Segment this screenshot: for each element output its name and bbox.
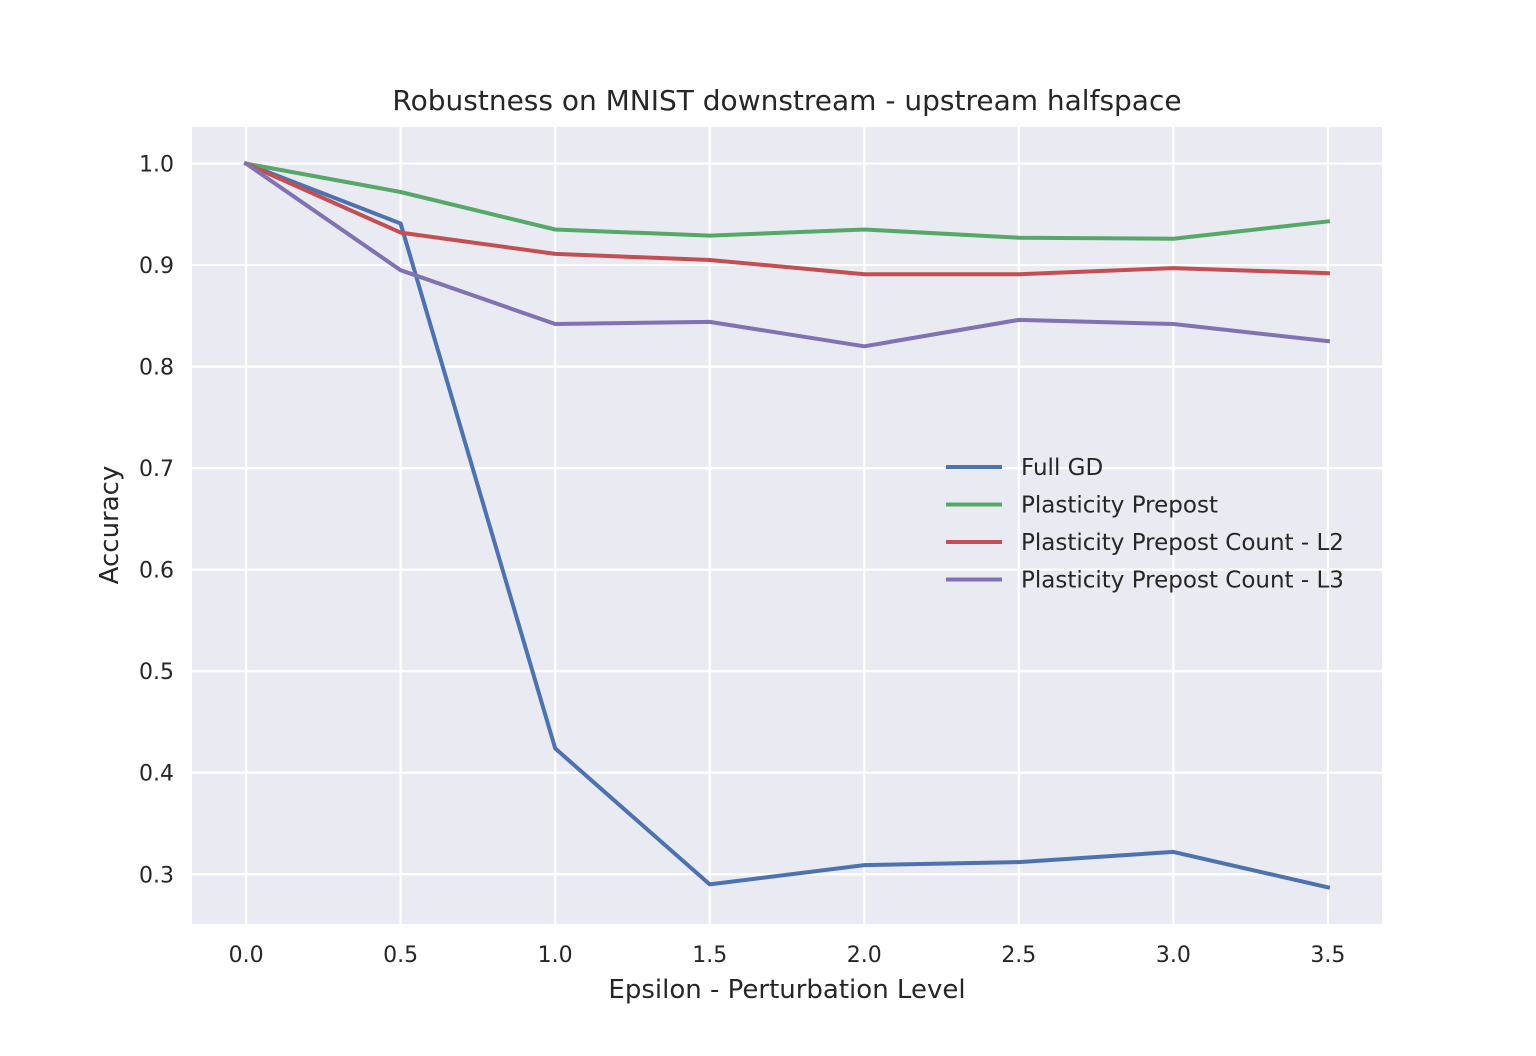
- x-axis-label: Epsilon - Perturbation Level: [608, 975, 965, 1005]
- x-tick-label: 3.0: [1156, 943, 1191, 968]
- chart-title: Robustness on MNIST downstream - upstrea…: [392, 84, 1181, 117]
- y-tick-label: 0.9: [139, 254, 174, 279]
- legend-label-full-gd: Full GD: [1021, 455, 1103, 481]
- series-layer: [243, 160, 1331, 890]
- y-tick-label: 0.6: [139, 559, 174, 584]
- x-tick-label: 3.5: [1310, 943, 1345, 968]
- x-tick-label: 1.5: [692, 943, 727, 968]
- legend: Full GD Plasticity Prepost Plasticity Prep…: [946, 455, 1344, 594]
- series-line-plasticity-prepost-count-l2: [243, 160, 1330, 277]
- x-tick-label: 0.0: [229, 943, 264, 968]
- y-tick-label: 0.5: [139, 660, 174, 685]
- x-tick-label: 2.0: [847, 943, 882, 968]
- x-tick-labels: 0.0 0.5 1.0 1.5 2.0 2.5 3.0 3.5: [229, 943, 1346, 968]
- legend-label-plasticity-prepost-count-l3: Plasticity Prepost Count - L3: [1021, 568, 1344, 594]
- legend-label-plasticity-prepost-count-l2: Plasticity Prepost Count - L2: [1021, 530, 1344, 556]
- x-tick-label: 0.5: [383, 943, 418, 968]
- x-tick-label: 2.5: [1001, 943, 1036, 968]
- y-tick-label: 0.8: [139, 356, 174, 381]
- x-tick-label: 1.0: [538, 943, 573, 968]
- y-tick-label: 0.7: [139, 457, 174, 482]
- series-line-full-gd: [243, 161, 1331, 890]
- y-tick-labels: 0.3 0.4 0.5 0.6 0.7 0.8 0.9 1.0: [139, 153, 174, 889]
- series-line-plasticity-prepost-count-l3: [243, 160, 1331, 349]
- y-tick-label: 0.4: [139, 762, 174, 787]
- y-tick-label: 0.3: [139, 863, 174, 888]
- plot-area: [192, 127, 1382, 924]
- y-axis-label: Accuracy: [95, 466, 125, 585]
- legend-label-plasticity-prepost: Plasticity Prepost: [1021, 493, 1218, 519]
- series-line-plasticity-prepost: [243, 161, 1331, 241]
- y-tick-label: 1.0: [139, 153, 174, 178]
- grid-lines: [192, 127, 1382, 924]
